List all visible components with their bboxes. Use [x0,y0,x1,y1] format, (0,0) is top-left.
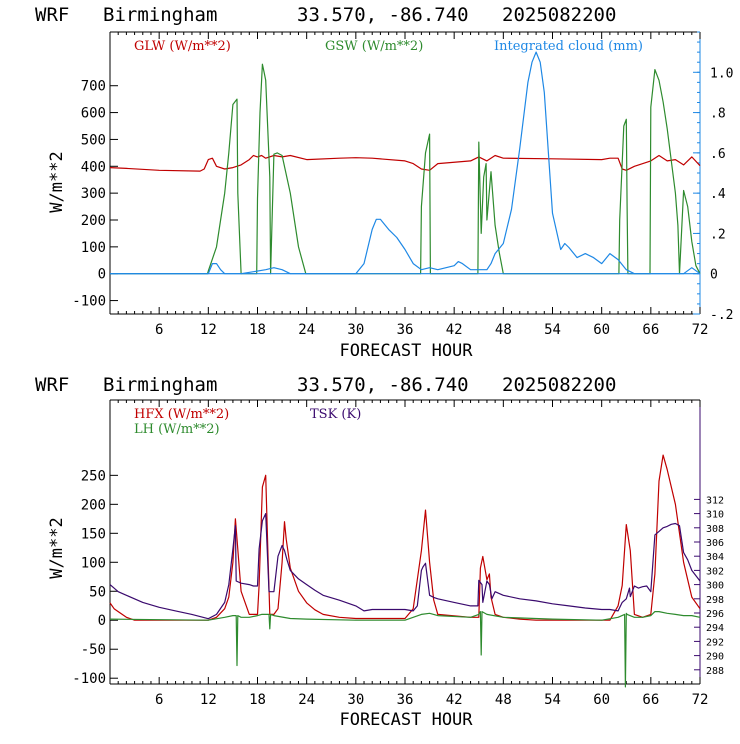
bottom-y2-tick-label: 298 [706,595,724,606]
top-y-tick-label: 200 [81,213,106,229]
top-x-tick-label: 42 [446,322,463,338]
bottom-x-tick-label: 36 [397,692,414,708]
top-x-tick-label: 48 [495,322,512,338]
bottom-y2-tick-label: 290 [706,652,724,663]
bottom-lh-line [109,610,701,688]
top-plot-area: 6 12 18 24 30 36 42 48 54 60 66 72 -100 0 100 200 300 400… [72,31,733,338]
top-y-tick-label: 700 [81,79,106,95]
top-x-tick-label: 30 [347,322,364,338]
top-y2-tick-label: .4 [710,187,726,202]
top-x-tick-label: 12 [200,322,217,338]
top-header-run: 2025082200 [502,4,616,26]
top-x-tick-label: 66 [642,322,659,338]
bottom-x-tick-label: 12 [200,692,217,708]
bottom-tsk-line [109,512,701,620]
bottom-y-tick-label: 0 [98,613,106,629]
bottom-y2-tick-label: 302 [706,566,724,577]
top-legend-cloud: Integrated cloud (mm) [494,39,643,54]
top-legend-gsw: GSW (W/m**2) [325,39,423,54]
top-y-tick-label: 100 [81,240,106,256]
bottom-header-coords: 33.570, -86.740 [297,374,469,396]
top-legend-glw: GLW (W/m**2) [134,39,231,54]
bottom-y-tick-label: -50 [81,642,106,658]
top-x-tick-label: 60 [593,322,610,338]
bottom-header-model: WRF [35,374,69,396]
bottom-y-tick-label: 50 [89,584,106,600]
top-header-location: Birmingham [103,4,217,26]
top-y2-tick-label: 1.0 [710,66,733,81]
top-header-model: WRF [35,4,69,26]
top-y-tick-label: 400 [81,159,106,175]
bottom-y-tick-label: 200 [81,497,106,513]
bottom-header-run: 2025082200 [502,374,616,396]
bottom-legend-lh: LH (W/m**2) [134,422,220,437]
top-y2-tick-label: 0 [710,268,718,283]
bottom-y2-tick-label: 288 [706,666,724,677]
bottom-x-tick-label: 24 [298,692,315,708]
bottom-ylabel: W/m**2 [47,517,67,578]
bottom-xlabel: FORECAST HOUR [339,710,473,730]
bottom-x-tick-label: 42 [446,692,463,708]
bottom-y2-tick-label: 310 [706,510,724,521]
top-y-tick-label: -100 [72,294,106,310]
top-y-tick-label: 600 [81,106,106,122]
bottom-x-tick-label: 54 [544,692,561,708]
top-x-tick-label: 18 [249,322,266,338]
bottom-x-tick-label: 30 [347,692,364,708]
bottom-x-tick-label: 48 [495,692,512,708]
bottom-y2-tick-label: 296 [706,609,724,620]
bottom-y2-tick-label: 308 [706,524,724,535]
top-y2-tick-label: .2 [710,227,726,242]
bottom-hfx-line [109,454,701,621]
top-y2-tick-label: .8 [710,107,726,122]
bottom-legend-tsk: TSK (K) [310,407,361,422]
top-xlabel: FORECAST HOUR [339,341,473,361]
top-glw-line [109,154,701,172]
bottom-y-tick-label: 100 [81,555,106,571]
bottom-x-tick-label: 72 [692,692,709,708]
top-y-tick-label: 0 [98,267,106,283]
top-x-tick-label: 72 [692,322,709,338]
top-ylabel: W/m**2 [47,151,67,212]
bottom-y2-tick-label: 312 [706,495,724,506]
top-cloud-line [110,51,701,275]
bottom-y-tick-label: 150 [81,526,106,542]
top-header-coords: 33.570, -86.740 [297,4,469,26]
top-y2-tick-label: -.2 [710,308,733,323]
bottom-x-tick-label: 18 [249,692,266,708]
bottom-y2-tick-label: 300 [706,581,724,592]
top-x-tick-label: 24 [298,322,315,338]
bottom-y2-tick-label: 292 [706,637,724,648]
bottom-legend-hfx: HFX (W/m**2) [134,407,229,422]
bottom-y2-tick-label: 304 [706,552,724,563]
bottom-y2-tick-label: 294 [706,623,724,634]
bottom-header-location: Birmingham [103,374,217,396]
bottom-x-tick-label: 66 [642,692,659,708]
bottom-y-tick-label: -100 [72,671,106,687]
bottom-plot-area: 6 12 18 24 30 36 42 48 54 60 66 72 -100 -50 0 50 100 150 2… [72,399,724,708]
top-y-tick-label: 500 [81,132,106,148]
top-y2-tick-label: .6 [710,147,726,162]
top-x-tick-label: 6 [155,322,163,338]
top-x-tick-label: 54 [544,322,561,338]
top-y-tick-label: 300 [81,186,106,202]
bottom-y-tick-label: 250 [81,468,106,484]
bottom-x-tick-label: 6 [155,692,163,708]
bottom-x-tick-label: 60 [593,692,610,708]
top-x-tick-label: 36 [397,322,414,338]
bottom-y2-tick-label: 306 [706,538,724,549]
